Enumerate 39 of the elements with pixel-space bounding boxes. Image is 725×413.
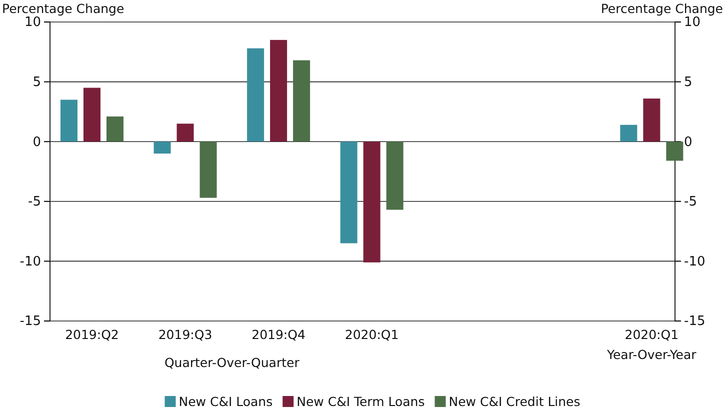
y2-tick-label: 10	[684, 15, 701, 30]
x-tick-label: 2019:Q2	[65, 327, 119, 342]
bar	[666, 142, 684, 161]
legend-label: New C&I Credit Lines	[448, 394, 580, 409]
bar	[176, 124, 194, 142]
y-tick-label: -5	[28, 194, 41, 210]
y2-tick-label: -15	[684, 314, 706, 330]
text: Year-Over-Year	[606, 347, 698, 362]
y-tick-label: 5	[32, 74, 41, 90]
bar	[83, 88, 100, 142]
text: Quarter-Over-Quarter	[164, 355, 300, 370]
bar	[386, 142, 404, 210]
bar	[270, 40, 288, 142]
legend-label: New C&I Term Loans	[296, 394, 425, 409]
y2-tick-label: 5	[684, 74, 692, 90]
y-axis-title: Percentage Change	[2, 1, 124, 16]
bar	[200, 142, 217, 198]
bar	[340, 142, 358, 244]
bar	[293, 60, 310, 142]
x-tick-label: 2020:Q1	[344, 327, 399, 342]
x-tick-label: 2019:Q3	[158, 327, 212, 342]
bar	[620, 124, 638, 142]
x-tick-label: 2020:Q1	[624, 327, 679, 342]
bar	[247, 48, 264, 142]
y-tick-label: 10	[24, 15, 41, 30]
y2-axis-title: Percentage Change	[600, 1, 724, 16]
y-tick-label: -15	[20, 314, 41, 330]
bar	[643, 98, 660, 142]
bar	[106, 116, 124, 142]
y2-tick-label: 0	[684, 134, 692, 150]
y-tick-label: 0	[32, 134, 41, 150]
bar	[60, 100, 78, 142]
bar	[154, 142, 171, 154]
x-tick-label: 2019:Q4	[252, 327, 306, 342]
bar	[363, 142, 380, 262]
y2-tick-label: -5	[684, 194, 697, 210]
y2-tick-label: -10	[684, 254, 706, 270]
y-tick-label: -10	[20, 254, 41, 270]
legend-label: New C&I Loans	[178, 394, 273, 409]
